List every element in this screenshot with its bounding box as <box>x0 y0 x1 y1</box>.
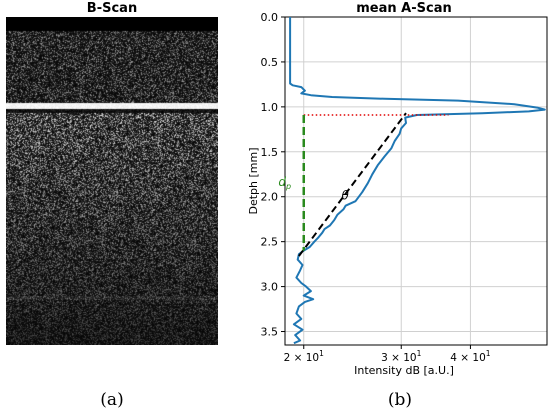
caption-a: (a) <box>100 390 124 410</box>
x-axis-label: Intensity dB [a.U.] <box>354 364 454 377</box>
dp-label: dp <box>278 175 291 191</box>
y-tick-label: 1.0 <box>261 101 279 114</box>
y-tick-label: 3.5 <box>261 326 279 339</box>
caption-b: (b) <box>387 390 413 410</box>
y-tick-label: 1.5 <box>261 146 279 159</box>
bscan-title: B-Scan <box>86 1 138 16</box>
chart-title: mean A-Scan <box>356 1 451 16</box>
x-tick-label: 4 × 101 <box>450 349 491 364</box>
y-tick-label: 2.5 <box>261 236 279 249</box>
y-axis-label: Detph [mm] <box>247 147 260 214</box>
y-tick-label: 0.5 <box>261 56 279 69</box>
theta-label: θ <box>342 188 350 202</box>
x-tick-label: 3 × 101 <box>381 349 422 364</box>
y-tick-label: 0.0 <box>261 11 279 24</box>
bscan-image <box>6 17 218 345</box>
y-tick-label: 2.0 <box>261 191 279 204</box>
plot-frame <box>284 16 548 346</box>
slope-dashed-line <box>298 112 407 257</box>
x-tick-label: 2 × 101 <box>284 349 325 364</box>
mean-ascan-line <box>289 17 546 345</box>
y-tick-label: 3.0 <box>261 281 279 294</box>
